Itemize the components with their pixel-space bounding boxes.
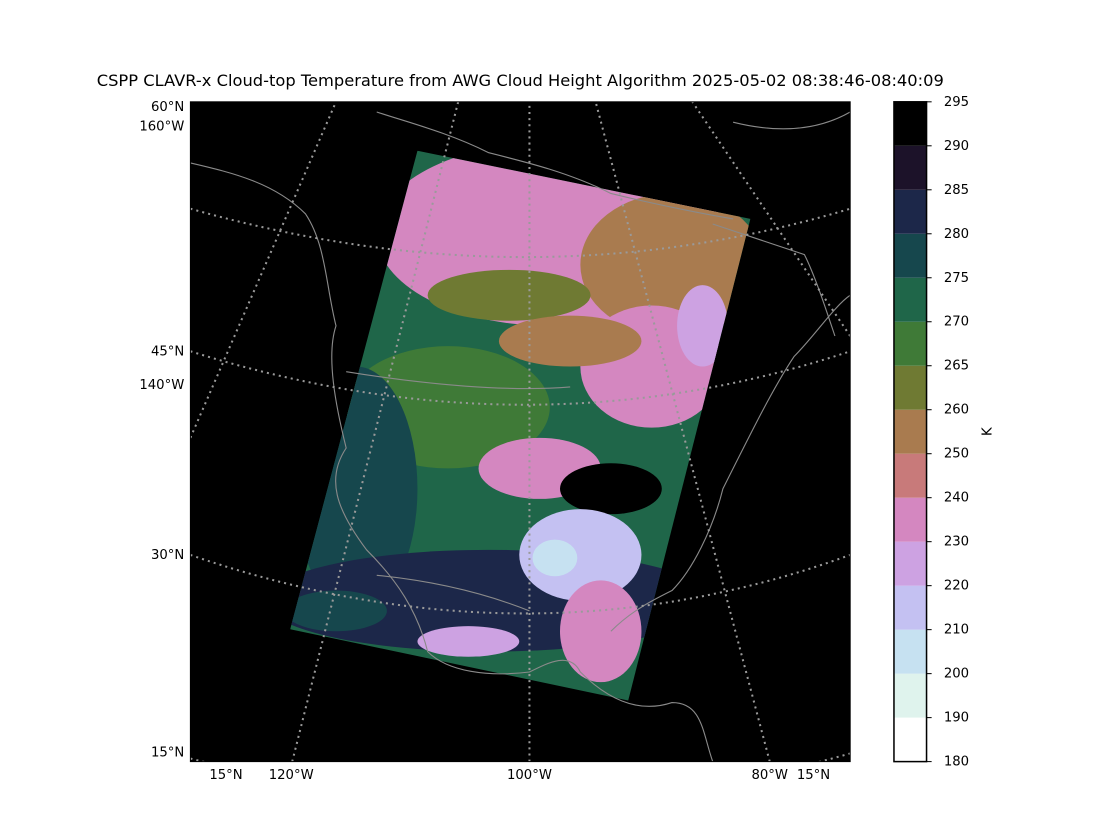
colorbar-segment [893,541,927,586]
chart-title: CSPP CLAVR-x Cloud-top Temperature from … [97,71,944,90]
colorbar-segment [893,629,927,674]
map-edge-label: 160°W [139,119,184,134]
colorbar-tick-label: 210 [944,623,969,638]
colorbar-tick-label: 280 [944,227,969,242]
colorbar-tick-label: 295 [944,95,969,110]
colorbar-tick-label: 190 [944,711,969,726]
colorbar-tick-label: 275 [944,271,969,286]
colorbar-tick-label: 290 [944,139,969,154]
graticule [190,101,851,762]
map-edge-label: 100°W [507,768,552,783]
colorbar-tick-label: 260 [944,403,969,418]
colorbar-frame [893,101,928,763]
colorbar-segment [893,365,927,410]
map-edge-label: 140°W [139,378,184,393]
border [346,371,571,612]
colorbar-tick-label: 250 [944,447,969,462]
colorbar: 180 190 200 210 220 230 240 250 260 265 270 275 280 2… [893,95,969,770]
colorbar-segment [893,453,927,498]
map-edge-label: 45°N [151,344,184,359]
map [190,101,851,762]
colorbar-tick-label: 270 [944,315,969,330]
map-edge-label: 120°W [269,768,314,783]
map-edge-label: 15°N [209,768,242,783]
colorbar-segment [893,585,927,630]
map-edge-label: 15°N [151,745,184,760]
colorbar-segment [893,233,927,278]
map-edge-label: 80°W [751,768,788,783]
colorbar-tick-label: 230 [944,535,969,550]
colorbar-tick-label: 220 [944,579,969,594]
colorbar-tick-label: 285 [944,183,969,198]
map-edge-label: 30°N [151,548,184,563]
colorbar-tick-label: 200 [944,667,969,682]
colorbar-tick-label: 240 [944,491,969,506]
map-edge-label: 60°N [151,100,184,115]
colorbar-segment [893,189,927,234]
colorbar-segment [893,409,927,454]
colorbar-segment [893,497,927,542]
colorbar-tick-label: 180 [944,755,969,770]
map-edge-label: 15°N [797,768,830,783]
colorbar-segment [893,717,927,762]
colorbar-segment [893,321,927,366]
colorbar-label: K [981,427,996,436]
colorbar-segment [893,145,927,190]
colorbar-segment [893,277,927,322]
colorbar-segment [893,673,927,718]
colorbar-tick-label: 265 [944,359,969,374]
map-frame [189,101,851,763]
colorbar-segment [893,101,927,146]
